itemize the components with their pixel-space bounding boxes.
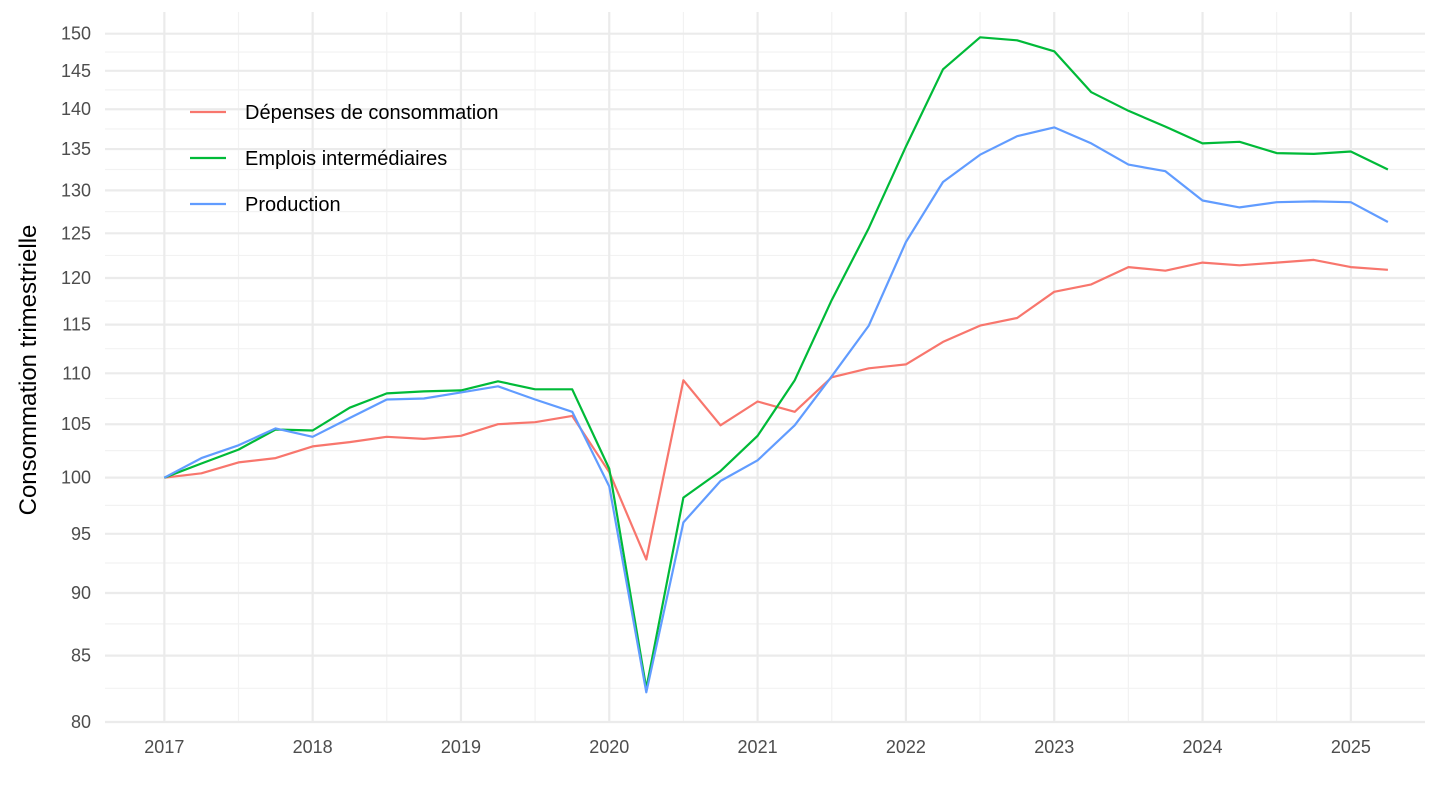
y-tick-label: 110: [62, 363, 91, 383]
y-tick-label: 145: [61, 61, 91, 81]
y-tick-label: 100: [61, 468, 91, 488]
major-gridlines: [105, 12, 1425, 724]
x-tick-label: 2022: [886, 737, 926, 757]
x-tick-label: 2019: [441, 737, 481, 757]
legend-label-1: Dépenses de consommation: [245, 102, 498, 124]
y-axis-title: Consommation trimestrielle: [15, 225, 42, 516]
y-tick-label: 125: [61, 223, 91, 243]
y-axis-tick-labels: 80 85 90 95 100 105 110 115 120 125 130 135 140 145 15…: [61, 24, 91, 732]
minor-gridlines: [105, 12, 1425, 722]
y-tick-label: 85: [71, 646, 91, 666]
x-tick-label: 2023: [1034, 737, 1074, 757]
y-tick-label: 140: [61, 99, 91, 119]
legend-label-3: Production: [245, 194, 341, 216]
x-tick-label: 2024: [1183, 737, 1223, 757]
y-tick-label: 105: [61, 414, 91, 434]
y-tick-label: 90: [71, 583, 91, 603]
y-tick-label: 120: [61, 268, 91, 288]
series-lines: [163, 36, 1389, 694]
x-tick-label: 2021: [738, 737, 778, 757]
x-tick-label: 2020: [589, 737, 629, 757]
y-tick-label: 115: [62, 315, 91, 335]
legend-label-2: Emplois intermédiaires: [245, 148, 447, 170]
y-tick-label: 150: [61, 24, 91, 44]
x-tick-label: 2025: [1331, 737, 1371, 757]
x-tick-label: 2017: [144, 737, 184, 757]
y-tick-label: 130: [61, 180, 91, 200]
y-tick-label: 95: [71, 524, 91, 544]
series-line-3: [163, 126, 1389, 694]
series-line-2: [163, 36, 1389, 690]
y-tick-label: 135: [61, 139, 91, 159]
x-tick-label: 2018: [293, 737, 333, 757]
x-axis-tick-labels: 2017 2018 2019 2020 2021 2022 2023 2024 2025: [144, 737, 1371, 757]
legend: Dépenses de consommation Emplois interméd…: [190, 102, 498, 216]
y-tick-label: 80: [71, 712, 91, 732]
